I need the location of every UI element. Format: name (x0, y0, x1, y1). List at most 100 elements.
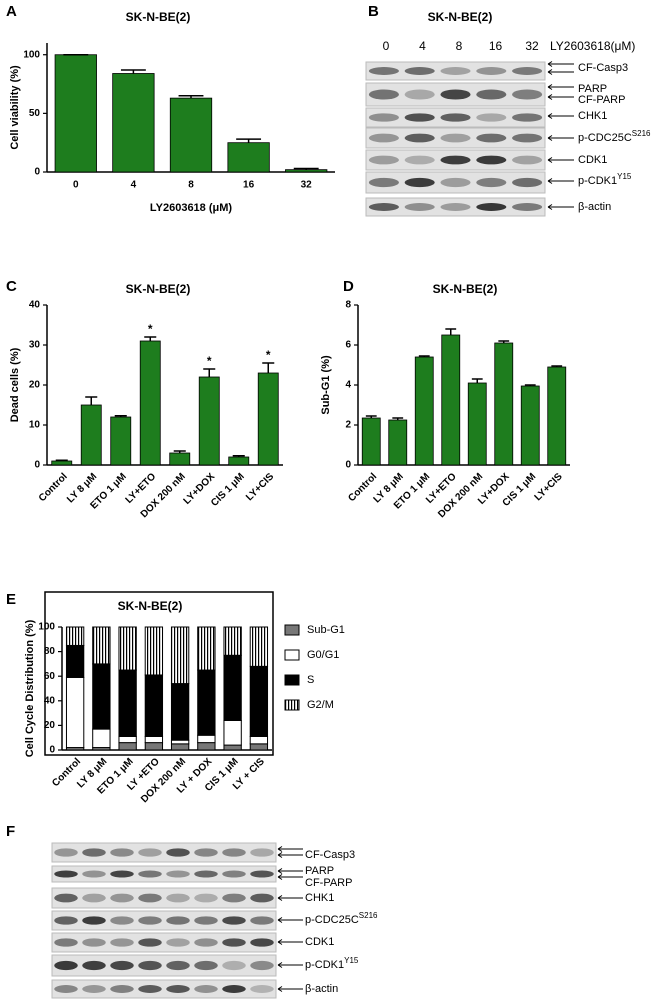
arrow (277, 846, 303, 852)
blot-band (512, 203, 543, 211)
bar-segment (170, 683, 190, 741)
blot-band (138, 985, 162, 993)
blot-band (110, 960, 134, 971)
bar (139, 340, 161, 466)
blot-band (110, 893, 134, 903)
blot-band (440, 177, 471, 188)
blot-band (250, 848, 274, 857)
error-bar (144, 336, 157, 341)
blot-band (440, 67, 471, 75)
bar (198, 376, 220, 466)
blot-strip (365, 197, 546, 217)
blot-label-text: PARP (578, 83, 607, 95)
blot-band (222, 960, 246, 971)
blot-band (404, 203, 435, 211)
blot-label-sup: S216 (359, 911, 378, 920)
blot-label: CF-PARP (578, 94, 625, 106)
blot-band (250, 893, 274, 903)
blot-band (166, 870, 190, 878)
blot-band (194, 938, 218, 947)
blot-band (250, 985, 274, 993)
bar-segment (249, 665, 269, 737)
y-tick-label: 2 (345, 420, 351, 431)
blot-band (222, 848, 246, 857)
blot-band (512, 113, 543, 122)
bar-segment (197, 734, 216, 744)
arrow (547, 61, 574, 67)
bar-segment (197, 742, 216, 751)
bar-segment (144, 735, 164, 744)
blot-title: SK-N-BE(2) (428, 10, 493, 24)
blot-band (194, 960, 218, 971)
arrow (277, 895, 303, 901)
bar-segment (144, 742, 164, 751)
error-bar (262, 362, 275, 373)
blot-band (110, 938, 134, 947)
blot-strip (365, 171, 546, 194)
blot-label: β-actin (578, 201, 611, 213)
blot-band (82, 960, 106, 971)
blot-band (82, 893, 106, 903)
bar-segment (249, 735, 269, 745)
blot-band (368, 89, 399, 100)
panel-label: D (343, 278, 354, 295)
bar-segment (170, 626, 190, 685)
blot-band (110, 985, 134, 993)
blot-band (404, 67, 435, 75)
error-bar (392, 417, 404, 420)
blot-band (110, 916, 134, 925)
blot-label-text: PARP (305, 865, 334, 877)
blot-band (476, 133, 507, 143)
blot-band (404, 89, 435, 100)
blot-label-text: CF-Casp3 (578, 62, 628, 74)
bar-segment (170, 743, 190, 751)
blot-label-text: p-CDK1 (305, 959, 344, 971)
blot-label-text: CHK1 (305, 892, 334, 904)
blot-strip (51, 887, 277, 909)
y-tick-label: 100 (23, 49, 40, 60)
blot-label: CF-Casp3 (305, 849, 355, 861)
x-tick-label: 8 (188, 180, 194, 191)
arrow (277, 852, 303, 858)
blot-band (368, 203, 399, 211)
bar-segment (92, 728, 111, 749)
bar-segment (118, 735, 137, 744)
blot-strip (365, 127, 546, 149)
blot-band (476, 113, 507, 122)
legend-label: S (307, 674, 314, 686)
blot-label-text: CDK1 (305, 936, 334, 948)
chart-title: SK-N-BE(2) (126, 10, 191, 24)
error-bar (498, 340, 510, 343)
x-tick-label: 4 (131, 180, 137, 191)
blot-band (194, 916, 218, 925)
blot-label-text: CHK1 (578, 110, 607, 122)
blot-band (368, 113, 399, 122)
legend-swatch (284, 624, 300, 636)
legend-swatch (284, 674, 300, 686)
blot-band (368, 133, 399, 143)
blot-band (54, 870, 78, 878)
chart-title: SK-N-BE(2) (126, 282, 191, 296)
blot-band (54, 985, 78, 993)
blot-band (368, 177, 399, 188)
legend-label: G0/G1 (307, 649, 339, 661)
arrow (547, 135, 574, 141)
arrow (277, 962, 303, 968)
blot-label-text: p-CDC25C (578, 132, 632, 144)
arrow (277, 986, 303, 992)
arrow (277, 939, 303, 945)
blot-band (512, 177, 543, 188)
arrow (277, 917, 303, 923)
error-bar (236, 138, 262, 143)
panel-label: C (6, 278, 17, 295)
blot-band (222, 985, 246, 993)
y-tick-label: 60 (44, 671, 56, 682)
blot-label: p-CDK1Y15 (578, 172, 632, 187)
arrow (277, 874, 303, 880)
y-tick-label: 0 (49, 745, 55, 756)
blot-label: CF-PARP (305, 877, 352, 889)
blot-band (476, 155, 507, 165)
y-axis-label: Dead cells (%) (9, 347, 21, 422)
blot-band (512, 155, 543, 165)
bar (80, 404, 102, 466)
